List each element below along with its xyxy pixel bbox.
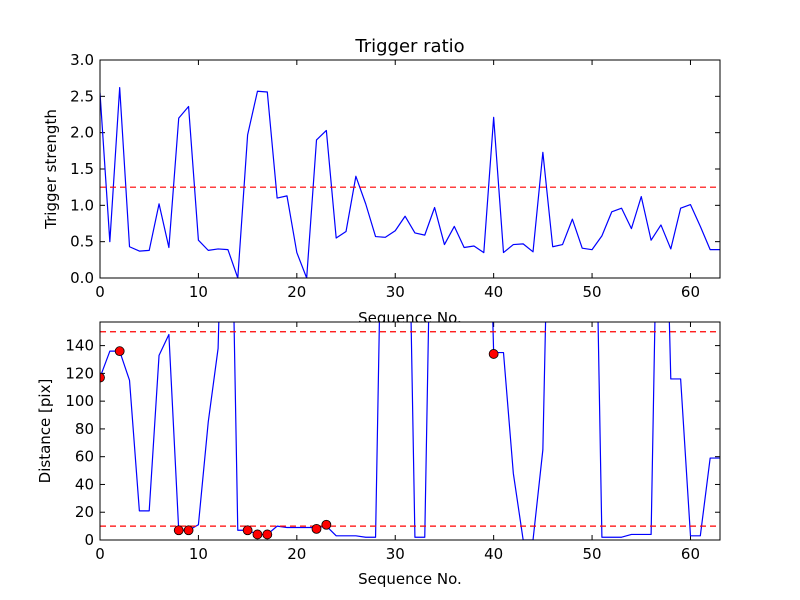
- bottom-chart-distance: 0 10 20 30 40 50 60 0 20 40 60 80 100 120 140 Sequence…: [36, 321, 721, 588]
- top-axis-ticks: 0 10 20 30 40 50 60 0.0 0.5 1.0 1.5 2.0 2.5 3.0: [70, 51, 720, 301]
- bottom-plot-frame: [99, 321, 721, 541]
- y-tick-label: 3.0: [70, 51, 94, 69]
- y-tick-label: 2.0: [70, 124, 94, 142]
- series-line: [100, 322, 720, 540]
- y-tick-label: 1.0: [70, 196, 94, 214]
- data-point-marker: [252, 529, 263, 540]
- x-tick-label: 0: [95, 545, 105, 563]
- bottom-axis-ticks: 0 10 20 30 40 50 60 0 20 40 60 80 100 120 140: [65, 322, 720, 563]
- y-tick-label: 80: [75, 420, 94, 438]
- data-point-marker: [311, 523, 322, 534]
- y-tick-label: 40: [75, 475, 94, 493]
- x-tick-label: 40: [484, 283, 503, 301]
- x-tick-label: 60: [681, 283, 700, 301]
- y-tick-label: 0: [84, 531, 94, 549]
- bottom-plot-marks: [100, 322, 720, 540]
- y-tick-label: 140: [65, 337, 94, 355]
- data-point-marker: [262, 529, 273, 540]
- x-tick-label: 60: [681, 545, 700, 563]
- x-tick-label: 40: [484, 545, 503, 563]
- data-point-marker: [173, 525, 184, 536]
- data-point-marker: [183, 525, 194, 536]
- x-tick-label: 20: [287, 283, 306, 301]
- data-point-marker: [100, 372, 105, 383]
- y-tick-label: 100: [65, 392, 94, 410]
- bottom-plot-area: [100, 322, 720, 540]
- y-tick-label: 20: [75, 503, 94, 521]
- x-tick-label: 20: [287, 545, 306, 563]
- top-plot-area: [100, 60, 720, 278]
- series-line: [100, 87, 720, 278]
- x-tick-label: 50: [583, 283, 602, 301]
- x-tick-label: 10: [189, 283, 208, 301]
- top-chart-title: Trigger ratio: [354, 36, 464, 57]
- top-plot-marks: [100, 87, 720, 278]
- bottom-x-axis-label: Sequence No.: [358, 570, 462, 588]
- y-tick-label: 0.0: [70, 269, 94, 287]
- top-plot-frame: [99, 59, 721, 279]
- x-tick-label: 50: [583, 545, 602, 563]
- y-tick-label: 120: [65, 364, 94, 382]
- top-chart-trigger-ratio: Trigger ratio 0 10 20 30 40 50 60 0.0 0.5 1.0 1.5 2…: [42, 36, 721, 327]
- y-tick-label: 1.5: [70, 160, 94, 178]
- x-tick-label: 0: [95, 283, 105, 301]
- data-point-marker: [114, 346, 125, 357]
- x-tick-label: 10: [189, 545, 208, 563]
- x-tick-label: 30: [386, 283, 405, 301]
- data-point-marker: [488, 349, 499, 359]
- data-point-marker: [242, 525, 253, 536]
- top-y-axis-label: Trigger strength: [42, 109, 60, 230]
- bottom-y-axis-label: Distance [pix]: [36, 379, 54, 484]
- y-tick-label: 2.5: [70, 87, 94, 105]
- y-tick-label: 60: [75, 448, 94, 466]
- data-point-marker: [321, 519, 332, 530]
- y-tick-label: 0.5: [70, 233, 94, 251]
- x-tick-label: 30: [386, 545, 405, 563]
